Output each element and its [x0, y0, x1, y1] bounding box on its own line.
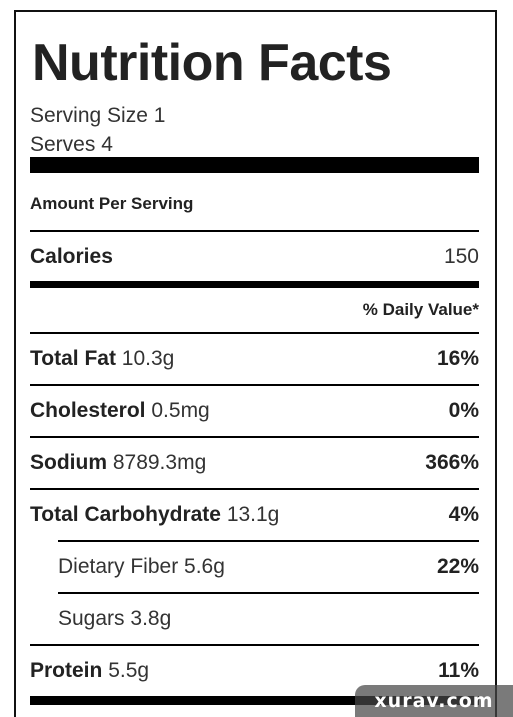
- calories-row: Calories 150: [30, 242, 479, 272]
- nutrient-amount: 3.8g: [130, 607, 172, 630]
- divider: [58, 592, 479, 594]
- divider: [30, 332, 479, 334]
- divider: [30, 230, 479, 232]
- calories-value: 150: [443, 245, 479, 268]
- amount-per-serving-row: Amount Per Serving: [30, 192, 479, 216]
- watermark: xurav.com: [355, 685, 513, 717]
- thick-divider: [30, 157, 479, 173]
- nutrient-name: Total Carbohydrate: [30, 503, 221, 526]
- divider: [30, 436, 479, 438]
- divider: [30, 644, 479, 646]
- nutrient-name: Protein: [30, 659, 103, 682]
- nutrient-amount: 0.5mg: [151, 399, 210, 422]
- serving-size: Serving Size 1: [30, 104, 166, 127]
- nutrient-daily-value: 0%: [448, 399, 479, 422]
- serves-count: Serves 4: [30, 133, 113, 156]
- nutrient-amount: 8789.3mg: [112, 451, 207, 474]
- nutrient-row-protein: Protein 5.5g 11%: [30, 656, 479, 686]
- amount-per-serving-label: Amount Per Serving: [30, 194, 194, 213]
- nutrient-daily-value: 22%: [436, 555, 479, 578]
- nutrient-name: Total Fat: [30, 347, 116, 370]
- daily-value-header: % Daily Value*: [362, 300, 479, 319]
- nutrient-row-sodium: Sodium 8789.3mg 366%: [30, 448, 479, 478]
- nutrient-row-cholesterol: Cholesterol 0.5mg 0%: [30, 396, 479, 426]
- nutrient-amount: 5.5g: [108, 659, 150, 682]
- nutrient-daily-value: 366%: [425, 451, 479, 474]
- nutrient-amount: 13.1g: [226, 503, 280, 526]
- nutrient-name: Sugars: [58, 607, 125, 630]
- thick-bottom-divider: [30, 696, 479, 705]
- nutrient-name: Cholesterol: [30, 399, 146, 422]
- divider: [30, 384, 479, 386]
- nutrient-row-dietary-fiber: Dietary Fiber 5.6g 22%: [58, 552, 479, 582]
- nutrient-name: Sodium: [30, 451, 107, 474]
- nutrient-daily-value: 16%: [436, 347, 479, 370]
- nutrient-amount: 10.3g: [121, 347, 175, 370]
- nutrient-amount: 5.6g: [184, 555, 225, 578]
- nutrient-row-total-carbohydrate: Total Carbohydrate 13.1g 4%: [30, 500, 479, 530]
- daily-value-header-row: % Daily Value*: [30, 298, 479, 322]
- label-content: Nutrition Facts Serving Size 1 Serves 4 …: [30, 12, 479, 717]
- nutrient-daily-value: 4%: [448, 503, 479, 526]
- divider: [58, 540, 479, 542]
- label-title: Nutrition Facts: [32, 34, 392, 92]
- nutrient-row-total-fat: Total Fat 10.3g 16%: [30, 344, 479, 374]
- nutrient-daily-value: 11%: [438, 659, 479, 682]
- nutrition-facts-label: Nutrition Facts Serving Size 1 Serves 4 …: [14, 10, 497, 717]
- calories-label: Calories: [30, 245, 113, 268]
- nutrient-row-sugars: Sugars 3.8g: [58, 604, 479, 634]
- medium-divider: [30, 281, 479, 288]
- divider: [30, 488, 479, 490]
- nutrient-name: Dietary Fiber: [58, 555, 179, 578]
